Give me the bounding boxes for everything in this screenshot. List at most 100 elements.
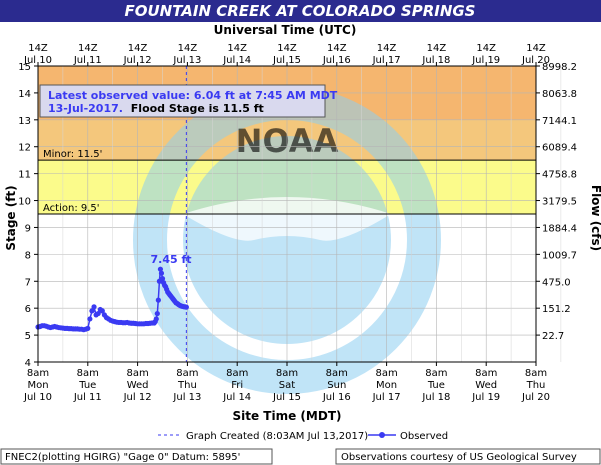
x-tick-time: 8am [525, 368, 547, 379]
observed-point [153, 316, 159, 322]
x-tick-date: Jul 20 [521, 392, 550, 403]
observed-point [155, 297, 161, 303]
x-tick-time: 8am [425, 368, 447, 379]
footer-station-box [0, 448, 273, 465]
x-axis-title: Site Time (MDT) [233, 409, 342, 423]
annotation-flood-stage: Flood Stage is 11.5 ft [131, 102, 264, 115]
x-tick-weekday: Thu [526, 380, 546, 391]
y-tick-label: 14 [18, 89, 31, 100]
top-x-tick-time: 14Z [277, 43, 297, 54]
observed-point [154, 310, 160, 317]
top-x-tick-date: Jul 18 [421, 55, 450, 66]
y-tick-label: 10 [18, 197, 31, 208]
top-x-tick-date: Jul 12 [123, 55, 152, 66]
x-tick-time: 8am [77, 368, 99, 379]
y2-tick-label: 1009.7 [542, 250, 577, 261]
x-tick-time: 8am [326, 368, 348, 379]
title-bar [0, 0, 601, 22]
top-x-tick-time: 14Z [227, 43, 247, 54]
x-tick-time: 8am [27, 368, 49, 379]
top-x-tick-date: Jul 16 [322, 55, 351, 66]
y2-tick-label: 3179.5 [542, 197, 577, 208]
annotation-line-1: Latest observed value: 6.04 ft at 7:45 A… [48, 89, 338, 102]
x-tick-date: Jul 13 [172, 392, 201, 403]
x-tick-time: 8am [475, 368, 497, 379]
y2-tick-label: 151.2 [542, 304, 571, 315]
x-tick-date: Jul 16 [322, 392, 351, 403]
y-tick-label: 12 [18, 143, 31, 154]
observed-series: 7.45 ft [35, 253, 192, 333]
top-x-tick-time: 14Z [78, 43, 98, 54]
x-tick-weekday: Tue [78, 380, 96, 391]
top-x-tick-time: 14Z [28, 43, 48, 54]
y-tick-label: 7 [25, 277, 31, 288]
y-tick-label: 4 [25, 358, 31, 369]
x-tick-date: Jul 11 [73, 392, 102, 403]
x-tick-date: Jul 17 [372, 392, 401, 403]
annotation-line-2: 13-Jul-2017. Flood Stage is 11.5 ft [48, 102, 264, 115]
x-tick-time: 8am [126, 368, 148, 379]
observed-point [89, 308, 95, 314]
top-x-tick-date: Jul 15 [272, 55, 301, 66]
top-x-tick-date: Jul 17 [372, 55, 401, 66]
y2-tick-label: 6089.4 [542, 143, 577, 154]
threshold-label-minor: Minor: 11.5' [43, 149, 102, 160]
top-x-tick-date: Jul 19 [471, 55, 500, 66]
x-tick-date: Jul 10 [23, 392, 52, 403]
x-tick-time: 8am [276, 368, 298, 379]
observed-point [87, 316, 93, 322]
y2-tick-label: 7144.1 [542, 116, 577, 127]
top-x-tick-time: 14Z [327, 43, 347, 54]
observed-point [159, 275, 166, 282]
observed-point [99, 308, 105, 314]
top-x-tick-time: 14Z [128, 43, 148, 54]
peak-value-label: 7.45 ft [151, 253, 192, 266]
y-axis-title: Stage (ft) [4, 185, 18, 250]
x-tick-date: Jul 18 [421, 392, 450, 403]
top-x-tick-time: 14Z [476, 43, 496, 54]
x-tick-weekday: Thu [177, 380, 197, 391]
observed-point [95, 310, 101, 317]
x-tick-weekday: Mon [376, 380, 397, 391]
y-tick-label: 15 [18, 62, 31, 73]
top-x-tick-date: Jul 10 [23, 55, 52, 66]
y2-tick-label: 8998.2 [542, 62, 577, 73]
top-axis-title: Universal Time (UTC) [214, 23, 357, 37]
y-tick-label: 8 [25, 250, 31, 261]
annotation-box [39, 84, 326, 118]
x-tick-weekday: Wed [475, 380, 497, 391]
footer-station-text: FNEC2(plotting HGIRG) "Gage 0" Datum: 58… [5, 452, 240, 463]
top-x-tick-date: Jul 14 [222, 55, 251, 66]
latest-value-annotation: Latest observed value: 6.04 ft at 7:45 A… [39, 84, 338, 118]
legend: Graph Created (8:03AM Jul 13,2017) Obser… [158, 431, 448, 442]
top-x-tick-date: Jul 13 [172, 55, 201, 66]
x-tick-time: 8am [226, 368, 248, 379]
observed-point [85, 325, 91, 331]
observed-point [157, 266, 164, 272]
axes: 4 5 6 7 8 9 10 11 12 13 14 15 22.7 151.2 475.0 1009.7 18… [18, 43, 577, 403]
y2-axis-title: Flow (cfs) [589, 185, 601, 251]
x-tick-weekday: Mon [27, 380, 48, 391]
x-tick-weekday: Fri [231, 380, 243, 391]
x-tick-weekday: Tue [427, 380, 445, 391]
y2-tick-label: 4758.8 [542, 170, 577, 181]
x-tick-weekday: Sun [327, 380, 346, 391]
top-x-tick-time: 14Z [427, 43, 447, 54]
chart-title: FOUNTAIN CREEK AT COLORADO SPRINGS [124, 2, 475, 20]
y-tick-label: 9 [25, 223, 31, 234]
observed-point [183, 304, 189, 310]
y-tick-label: 13 [18, 116, 31, 127]
footer: FNEC2(plotting HGIRG) "Gage 0" Datum: 58… [0, 448, 601, 465]
x-tick-time: 8am [375, 368, 397, 379]
legend-created-label: Graph Created (8:03AM Jul 13,2017) [186, 431, 368, 442]
top-x-tick-time: 14Z [178, 43, 198, 54]
observed-point [158, 270, 165, 276]
y-tick-label: 5 [25, 331, 31, 342]
x-tick-date: Jul 15 [272, 392, 301, 403]
y2-tick-label: 1884.4 [542, 223, 577, 234]
legend-observed-label: Observed [400, 431, 448, 442]
y2-tick-label: 22.7 [542, 331, 564, 342]
y2-tick-label: 475.0 [542, 277, 571, 288]
annotation-date: 13-Jul-2017. [48, 102, 123, 115]
y-tick-label: 6 [25, 304, 31, 315]
